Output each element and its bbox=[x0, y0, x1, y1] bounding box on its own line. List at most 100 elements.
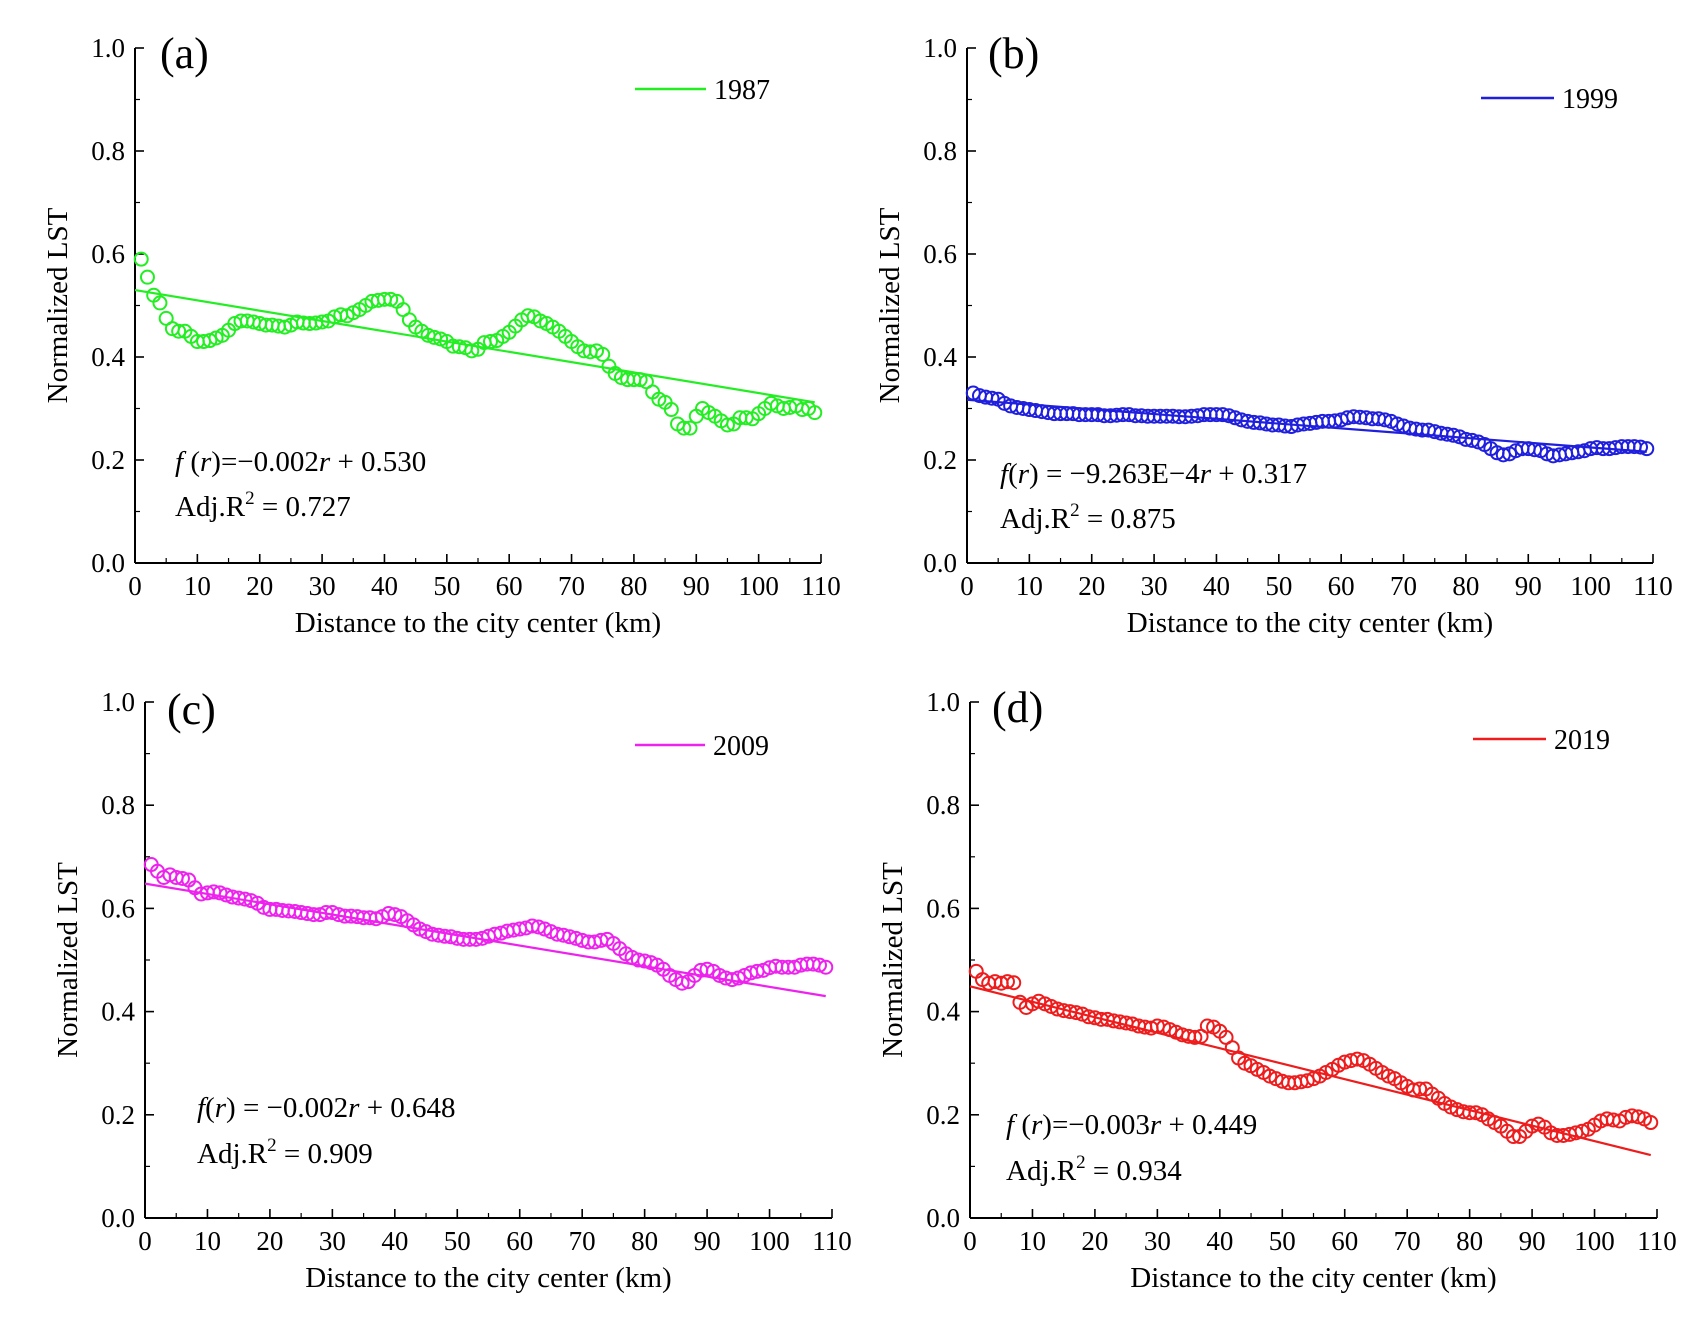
x-tick-label: 10 bbox=[1019, 1226, 1046, 1256]
data-point bbox=[818, 959, 834, 975]
adj-r2-label: Adj.R2 = 0.727 bbox=[175, 488, 351, 523]
x-tick-label: 110 bbox=[812, 1226, 852, 1256]
panel-label: (c) bbox=[167, 685, 216, 734]
data-point bbox=[368, 911, 384, 927]
x-tick-label: 100 bbox=[738, 571, 779, 601]
x-tick-label: 100 bbox=[749, 1226, 790, 1256]
x-tick-label: 50 bbox=[1269, 1226, 1296, 1256]
x-tick-label: 30 bbox=[319, 1226, 346, 1256]
x-axis-title: Distance to the city center (km) bbox=[1127, 607, 1493, 639]
x-tick-label: 60 bbox=[1328, 571, 1355, 601]
y-tick-label: 0.0 bbox=[101, 1203, 135, 1233]
y-tick-label: 0.4 bbox=[91, 342, 125, 372]
panel-a: 0 10 20 30 40 50 60 70 80 90 100 110 0.0 0.2 0.4 0.6 0.8… bbox=[42, 29, 841, 639]
x-tick-label: 40 bbox=[1203, 571, 1230, 601]
x-tick-label: 80 bbox=[1452, 571, 1479, 601]
y-tick-label: 0.8 bbox=[926, 790, 960, 820]
x-tick-label: 10 bbox=[1016, 571, 1043, 601]
y-tick-label: 1.0 bbox=[101, 687, 135, 717]
fit-line bbox=[969, 985, 1652, 1157]
x-tick-label: 20 bbox=[246, 571, 273, 601]
data-point bbox=[676, 420, 692, 436]
y-tick-label: 0.2 bbox=[923, 445, 957, 475]
data-point bbox=[719, 417, 735, 433]
data-point bbox=[520, 308, 536, 324]
y-tick-label: 0.6 bbox=[101, 893, 135, 923]
y-tick-label: 1.0 bbox=[923, 33, 957, 63]
data-point bbox=[812, 957, 828, 973]
x-tick-label: 50 bbox=[433, 571, 460, 601]
y-tick-label: 1.0 bbox=[926, 687, 960, 717]
data-point bbox=[1505, 1128, 1521, 1144]
x-tick-label: 0 bbox=[138, 1226, 152, 1256]
x-tick-label: 40 bbox=[381, 1226, 408, 1256]
legend-label: 2009 bbox=[713, 731, 769, 762]
data-point bbox=[277, 319, 293, 335]
x-tick-label: 100 bbox=[1574, 1226, 1615, 1256]
x-tick-label: 90 bbox=[1519, 1226, 1546, 1256]
adj-r2-label: Adj.R2 = 0.909 bbox=[197, 1135, 373, 1170]
data-point bbox=[1187, 1029, 1203, 1045]
x-tick-label: 110 bbox=[801, 571, 841, 601]
data-point bbox=[1643, 1115, 1659, 1131]
data-point bbox=[464, 343, 480, 359]
x-tick-label: 80 bbox=[631, 1226, 658, 1256]
y-tick-label: 0.2 bbox=[91, 445, 125, 475]
data-point bbox=[984, 390, 1000, 406]
fit-equation: f(r) = −9.263E−4r + 0.317 bbox=[1000, 458, 1307, 490]
x-tick-label: 80 bbox=[1456, 1226, 1483, 1256]
data-point bbox=[1006, 975, 1022, 991]
x-tick-label: 30 bbox=[1144, 1226, 1171, 1256]
x-tick-label: 20 bbox=[256, 1226, 283, 1256]
data-points bbox=[143, 857, 834, 991]
data-point bbox=[387, 907, 403, 923]
data-point bbox=[1412, 1081, 1428, 1097]
x-tick-label: 50 bbox=[1265, 571, 1292, 601]
data-point bbox=[133, 251, 149, 267]
data-point bbox=[663, 402, 679, 418]
x-axis-title: Distance to the city center (km) bbox=[1130, 1262, 1496, 1294]
data-point bbox=[1639, 441, 1655, 457]
y-tick-label: 0.4 bbox=[923, 342, 957, 372]
data-point bbox=[1630, 1109, 1646, 1125]
x-tick-label: 30 bbox=[1141, 571, 1168, 601]
y-tick-label: 1.0 bbox=[91, 33, 125, 63]
x-tick-label: 0 bbox=[960, 571, 974, 601]
x-tick-label: 0 bbox=[963, 1226, 977, 1256]
panel-c: 0 10 20 30 40 50 60 70 80 90 100 110 0.0 0.2 0.4 0.6 0.8… bbox=[52, 685, 852, 1294]
x-tick-label: 70 bbox=[1390, 571, 1417, 601]
fit-line bbox=[134, 288, 815, 404]
fit-equation: f (r)=−0.002r + 0.530 bbox=[175, 446, 426, 478]
panel-b: 0 10 20 30 40 50 60 70 80 90 100 110 0.0 0.2 0.4 0.6 0.8… bbox=[874, 29, 1673, 639]
y-tick-label: 0.6 bbox=[926, 893, 960, 923]
data-point bbox=[674, 975, 690, 991]
x-tick-label: 0 bbox=[128, 571, 142, 601]
data-point bbox=[1349, 1051, 1365, 1067]
y-tick-label: 0.4 bbox=[101, 997, 135, 1027]
x-tick-label: 60 bbox=[506, 1226, 533, 1256]
y-tick-label: 0.0 bbox=[926, 1203, 960, 1233]
data-point bbox=[383, 291, 399, 307]
x-tick-label: 70 bbox=[558, 571, 585, 601]
x-tick-label: 10 bbox=[184, 571, 211, 601]
y-tick-label: 0.2 bbox=[101, 1100, 135, 1130]
fit-equation: f (r)=−0.003r + 0.449 bbox=[1006, 1109, 1257, 1141]
x-tick-label: 60 bbox=[1331, 1226, 1358, 1256]
data-point bbox=[999, 974, 1015, 990]
x-tick-label: 110 bbox=[1637, 1226, 1677, 1256]
y-axis-title: Normalized LST bbox=[874, 207, 906, 403]
y-tick-label: 0.0 bbox=[91, 548, 125, 578]
legend-label: 2019 bbox=[1554, 725, 1610, 756]
data-points bbox=[965, 385, 1655, 464]
data-point bbox=[595, 346, 611, 362]
panel-label: (d) bbox=[992, 683, 1043, 732]
x-axis-title: Distance to the city center (km) bbox=[305, 1262, 671, 1294]
data-point bbox=[171, 323, 187, 339]
data-point bbox=[807, 405, 823, 421]
x-tick-label: 100 bbox=[1570, 571, 1611, 601]
x-axis-title: Distance to the city center (km) bbox=[295, 607, 661, 639]
legend-label: 1999 bbox=[1562, 84, 1618, 115]
legend-label: 1987 bbox=[714, 75, 770, 106]
y-axis-title: Normalized LST bbox=[42, 207, 74, 403]
